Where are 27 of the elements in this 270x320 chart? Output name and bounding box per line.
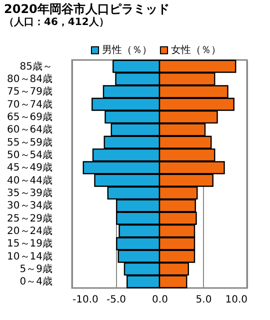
y-tick-label: 25～29歳 <box>7 212 52 224</box>
y-tick-label: 85歳～ <box>20 60 52 72</box>
x-tick-label: -5.0 <box>106 294 126 306</box>
y-tick-label: 10～14歳 <box>7 250 52 262</box>
y-tick-label: 45～49歳 <box>7 162 52 174</box>
x-tick-label: -10.0 <box>72 294 98 306</box>
y-tick-label: 75～79歳 <box>7 86 52 98</box>
legend-label: 女性（％） <box>171 44 221 56</box>
chart-subtitle: （人口：46，412人） <box>4 16 109 28</box>
y-tick-label: 65～69歳 <box>7 111 52 123</box>
x-tick-label: 5.0 <box>196 294 212 306</box>
y-tick-label: 20～24歳 <box>7 225 52 237</box>
x-tick-label: 10.0 <box>225 294 248 306</box>
y-tick-label: 50～54歳 <box>7 149 52 161</box>
y-tick-label: 35～39歳 <box>7 187 52 199</box>
chart-title: 2020年岡谷市人口ピラミッド <box>4 2 170 16</box>
y-tick-label: 80～84歳 <box>7 73 52 85</box>
y-tick-label: 15～19歳 <box>7 238 52 250</box>
legend-label: 男性（％） <box>102 44 152 56</box>
y-tick-label: 0～4歳 <box>20 276 52 288</box>
y-tick-label: 30～34歳 <box>7 200 52 212</box>
y-tick-label: 60～64歳 <box>7 124 52 136</box>
y-tick-label: 70～74歳 <box>7 98 52 110</box>
x-tick-label: 0.0 <box>152 294 168 306</box>
y-tick-label: 55～59歳 <box>7 136 52 148</box>
y-tick-label: 5～9歳 <box>20 263 52 275</box>
y-tick-label: 40～44歳 <box>7 174 52 186</box>
